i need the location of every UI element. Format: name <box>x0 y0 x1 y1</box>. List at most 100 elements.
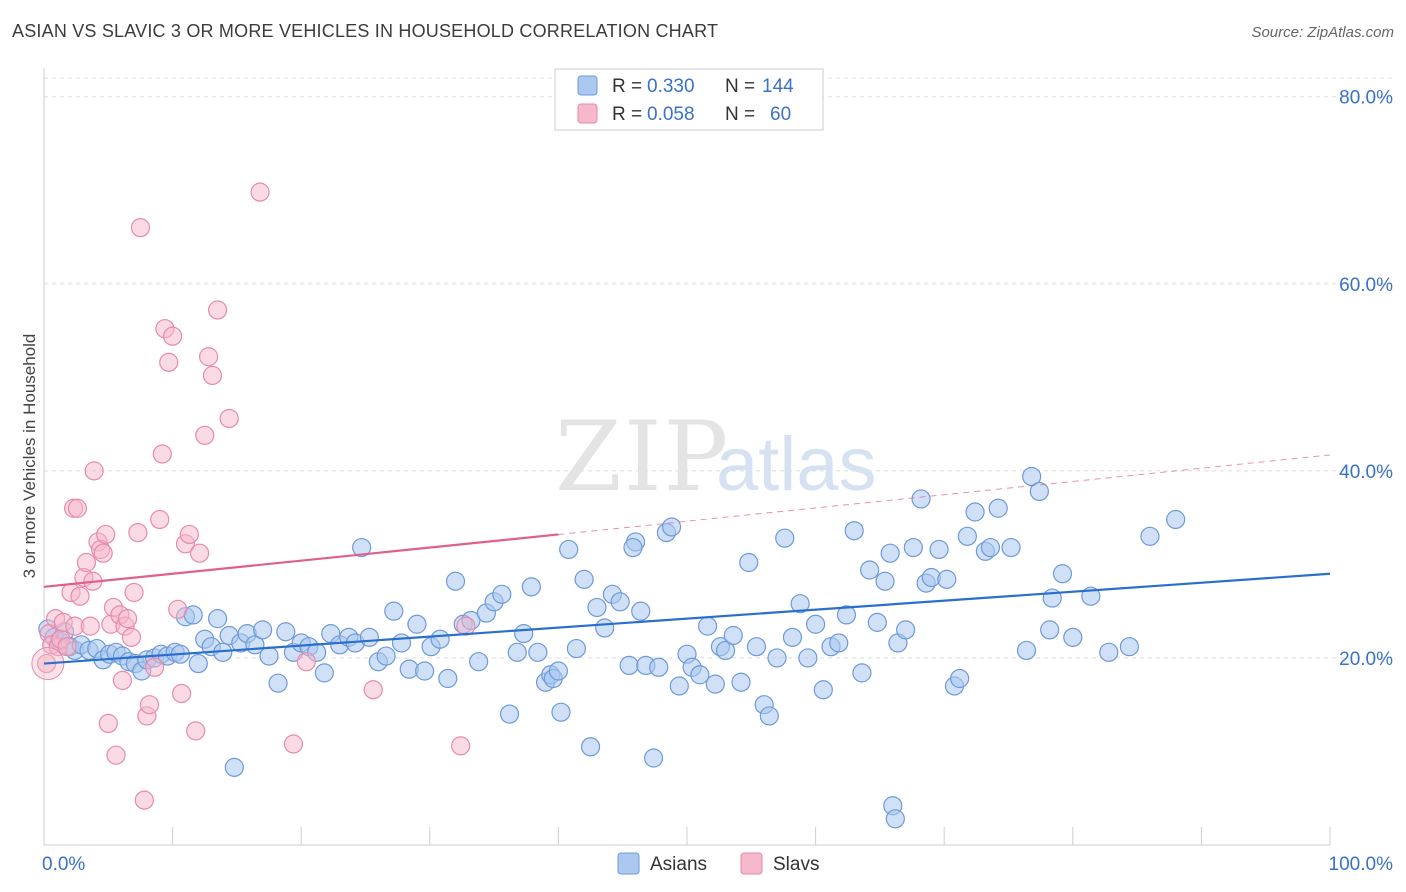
legend-swatch-slavs <box>577 103 598 124</box>
asian-point-146 <box>1119 637 1139 657</box>
asian-point-78 <box>580 737 601 757</box>
asian-point-52 <box>391 633 412 653</box>
asian-point-100 <box>731 672 751 692</box>
asian-point-124 <box>911 489 931 509</box>
asian-point-108 <box>790 594 810 614</box>
slav-point-56 <box>296 652 316 672</box>
x-tick-label-max: 100.0% <box>1329 854 1394 875</box>
asian-point-109 <box>798 648 818 668</box>
asian-point-143 <box>1063 627 1083 647</box>
asian-point-79 <box>587 597 607 618</box>
asian-point-102 <box>746 637 767 657</box>
slav-point-20 <box>93 543 113 563</box>
slav-point-12 <box>70 586 90 606</box>
asian-point-114 <box>836 605 857 625</box>
asian-point-111 <box>813 680 833 700</box>
stats-legend: R = 0.330 N = 144 R = 0.058 N = 60 <box>554 68 824 131</box>
slav-point-25 <box>106 745 126 765</box>
asian-point-83 <box>619 655 639 676</box>
bottom-legend-swatch-asians <box>617 852 640 875</box>
y-tick-label-40: 40.0% <box>1339 462 1393 483</box>
y-tick-label-60: 60.0% <box>1339 275 1393 296</box>
stats-legend-box <box>554 68 824 131</box>
slav-point-38 <box>150 509 170 530</box>
asian-point-34 <box>253 620 273 640</box>
asian-point-27 <box>208 609 228 629</box>
slav-point-22 <box>98 713 118 734</box>
axis-layer: 20.0% 40.0% 60.0% 80.0% 0.0% 100.0% <box>42 68 1393 875</box>
asian-point-88 <box>649 657 669 677</box>
asian-point-48 <box>359 627 379 647</box>
bottom-legend-label-asians: Asians <box>650 854 707 875</box>
grid-layer <box>44 77 1392 659</box>
slav-point-15 <box>80 616 100 636</box>
asian-points-layer <box>38 466 1186 829</box>
slav-point-58 <box>451 736 471 756</box>
asian-point-24 <box>188 653 208 674</box>
slav-point-53 <box>219 408 239 429</box>
asian-point-50 <box>376 646 396 666</box>
asian-point-139 <box>1029 481 1049 502</box>
asian-point-82 <box>610 592 630 612</box>
slav-point-30 <box>121 627 142 647</box>
legend-n-value-slavs: 60 <box>770 104 791 125</box>
legend-r-value-asians: 0.330 <box>647 76 695 97</box>
asian-point-30 <box>224 757 244 777</box>
legend-n-label-slavs: N = <box>725 104 760 125</box>
asian-point-98 <box>715 640 736 661</box>
slav-point-21 <box>96 524 116 545</box>
asian-point-145 <box>1099 642 1119 662</box>
slav-point-39 <box>152 444 172 464</box>
asian-point-148 <box>1166 509 1186 530</box>
slav-point-51 <box>202 365 223 386</box>
asian-point-142 <box>1052 564 1073 584</box>
asian-point-137 <box>1016 640 1037 661</box>
asian-point-95 <box>697 616 718 636</box>
slav-point-27 <box>112 670 133 690</box>
asian-point-76 <box>566 638 587 659</box>
slav-point-33 <box>130 218 151 238</box>
asian-point-35 <box>259 646 279 666</box>
asian-point-120 <box>880 543 900 563</box>
asian-point-75 <box>559 539 579 560</box>
asian-point-91 <box>669 676 689 696</box>
slav-point-48 <box>190 543 210 563</box>
asian-point-68 <box>514 624 534 644</box>
slav-point-37 <box>144 657 165 677</box>
asian-point-151 <box>623 537 643 558</box>
asian-point-136 <box>1001 537 1021 558</box>
asian-point-104 <box>759 706 779 726</box>
slav-point-41 <box>159 352 179 372</box>
asian-point-117 <box>860 560 880 580</box>
slav-point-43 <box>168 599 188 619</box>
slav-point-17 <box>84 461 104 481</box>
legend-swatch-asians <box>577 75 598 96</box>
asian-point-101 <box>739 552 759 573</box>
slav-trend-line-extension <box>558 454 1331 535</box>
legend-r-label-asians: R = <box>612 76 647 97</box>
slav-point-32 <box>128 522 148 543</box>
asian-point-47 <box>352 537 372 558</box>
asian-point-74 <box>551 702 571 722</box>
asian-point-59 <box>445 571 466 591</box>
asian-point-80 <box>595 618 615 638</box>
slav-point-59 <box>456 616 476 636</box>
asian-point-62 <box>469 652 489 672</box>
asian-point-118 <box>867 612 887 632</box>
y-tick-label-80: 80.0% <box>1339 88 1393 109</box>
asian-point-94 <box>690 665 710 685</box>
asian-point-85 <box>631 601 651 621</box>
watermark-atlas: atlas <box>716 422 877 507</box>
asian-point-65 <box>492 584 512 604</box>
asian-point-96 <box>705 674 725 694</box>
slav-point-49 <box>195 425 215 445</box>
bottom-legend-label-slavs: Slavs <box>773 854 819 875</box>
asian-point-127 <box>929 539 949 560</box>
asian-point-57 <box>430 629 450 649</box>
asian-point-130 <box>950 668 970 689</box>
asian-point-90 <box>661 517 682 537</box>
asian-point-119 <box>875 571 895 591</box>
slav-point-44 <box>172 683 192 704</box>
x-tick-label-min: 0.0% <box>42 854 85 875</box>
slav-point-34 <box>134 790 154 810</box>
